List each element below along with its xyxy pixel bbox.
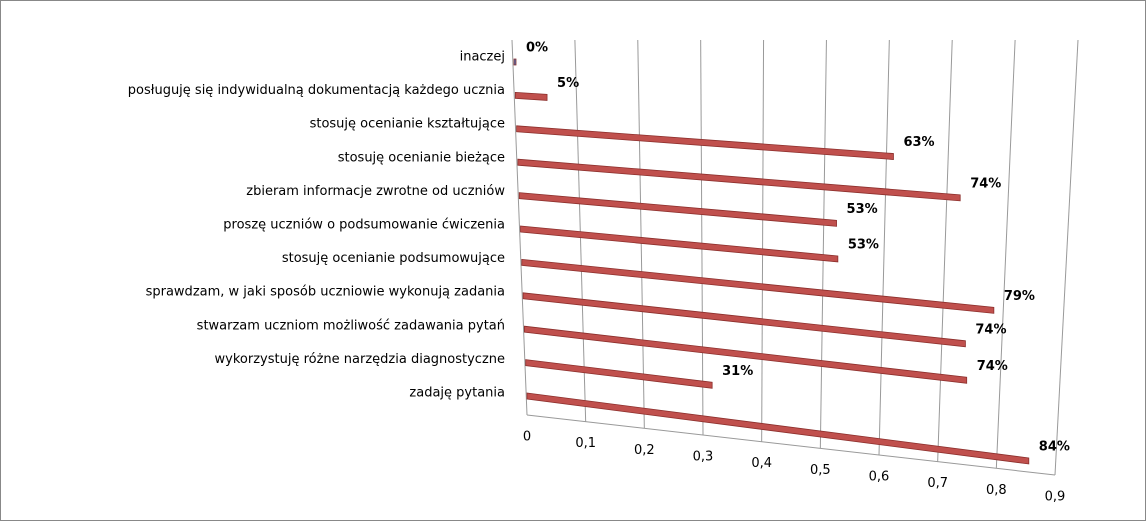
grid-line	[637, 39, 645, 429]
grid-line	[937, 39, 953, 462]
grid-line	[574, 39, 587, 422]
x-tick-label: 0,7	[927, 476, 948, 491]
x-tick-label: 0,5	[810, 463, 831, 478]
value-label: 63%	[903, 135, 934, 150]
category-label: proszę uczniów o podsumowanie ćwiczenia	[223, 218, 505, 233]
x-tick-label: 0,9	[1045, 490, 1066, 505]
category-label: stosuję ocenianie kształtujące	[310, 117, 505, 132]
grid-line	[511, 39, 528, 416]
x-tick-label: 0,8	[986, 483, 1007, 498]
x-tick-label: 0,1	[575, 436, 596, 451]
bar	[517, 158, 961, 202]
bar	[524, 325, 968, 384]
value-label: 31%	[722, 364, 753, 379]
category-label: stosuję ocenianie podsumowujące	[282, 251, 505, 266]
bar	[521, 258, 995, 314]
value-label: 74%	[975, 322, 1006, 337]
value-label: 74%	[970, 176, 1001, 191]
category-label: posługuję się indywidualną dokumentacją …	[128, 83, 505, 98]
x-tick-label: 0,4	[751, 456, 772, 471]
category-label: zbieram informacje zwrotne od uczniów	[246, 184, 505, 199]
category-label: stosuję ocenianie bieżące	[338, 150, 505, 165]
category-label: inaczej	[460, 50, 505, 65]
value-label: 5%	[557, 76, 579, 91]
value-label: 53%	[848, 237, 879, 252]
bar	[516, 125, 894, 160]
grid-line	[761, 39, 765, 442]
grid-line	[1054, 39, 1079, 476]
bar	[514, 91, 548, 101]
grid-line	[819, 39, 827, 449]
value-label: 74%	[977, 359, 1008, 374]
grid-line	[700, 39, 704, 436]
x-tick-label: 0,3	[693, 450, 714, 465]
floor-line	[526, 414, 1056, 476]
x-tick-label: 0,6	[869, 470, 890, 485]
bar	[518, 192, 837, 227]
value-label: 79%	[1004, 289, 1035, 304]
category-label: sprawdzam, w jaki sposób uczniowie wykon…	[146, 285, 505, 300]
bar	[513, 58, 517, 66]
bar	[522, 292, 966, 348]
bar	[525, 359, 713, 389]
x-tick-label: 0	[523, 430, 531, 445]
category-label: stwarzam uczniom możliwość zadawania pyt…	[197, 318, 505, 333]
grid-line	[995, 39, 1016, 469]
category-label: wykorzystuję różne narzędzia diagnostycz…	[215, 352, 505, 367]
grid-line	[878, 39, 890, 456]
x-tick-label: 0,2	[634, 443, 655, 458]
bar	[526, 392, 1030, 465]
category-label: zadaję pytania	[409, 386, 505, 401]
value-label: 53%	[847, 202, 878, 217]
value-label: 84%	[1039, 439, 1070, 454]
value-label: 0%	[526, 41, 548, 56]
bar	[520, 225, 839, 263]
